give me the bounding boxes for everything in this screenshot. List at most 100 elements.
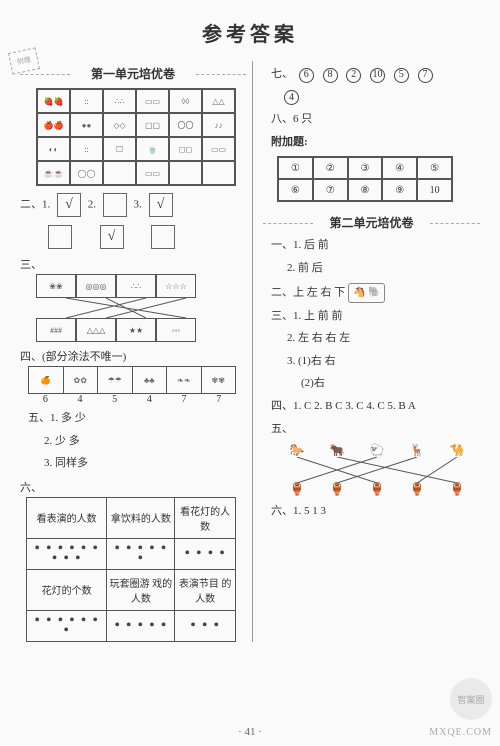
q2-label: 二、1. (20, 199, 50, 211)
match-icon: 🏺 (370, 482, 385, 497)
q4-label: 四、(部分涂法不唯一) (20, 348, 246, 364)
q7-label: 七、 (271, 68, 293, 80)
grid-cell: ◯◯ (70, 161, 103, 185)
watermark-text: MXQE.COM (429, 727, 492, 738)
table-row: 花灯的个数 玩套圈游 戏的人数 表演节目 的人数 (27, 569, 236, 610)
q4-nums: 6 4 5 4 7 7 (28, 394, 236, 405)
td-dots: • • • • • • • (27, 610, 107, 641)
strip-cell: ♣♣ (133, 367, 168, 393)
grid-cell (169, 161, 202, 185)
u2-3-3: 3. (1)右 右 (287, 353, 480, 371)
unit2-title: 第二单元培优卷 (263, 214, 480, 231)
q7-row: 七、 6 8 2 10 5 7 (271, 66, 480, 84)
sg-cell: ❀❀ (36, 274, 76, 298)
sg-cell: ### (36, 318, 76, 342)
th: 拿饮料的人数 (107, 497, 175, 538)
grid-cell: 🍓🍓 (37, 89, 70, 113)
grid-cell: 〇〇 (169, 113, 202, 137)
circle-num: 6 (299, 68, 314, 83)
q2-end: 3. (134, 199, 142, 211)
q6-label: 六、 (20, 479, 246, 495)
th: 看花灯的人数 (175, 497, 236, 538)
fj-cell: 10 (417, 179, 452, 201)
th: 花灯的个数 (27, 569, 107, 610)
u2-5-label: 五、 (271, 421, 480, 439)
tick-box: √ (57, 193, 81, 217)
grid-cell: ☐ (103, 137, 136, 161)
fj-cell: ② (313, 157, 348, 179)
match-icon: 🏺 (450, 482, 465, 497)
strip-cell: ☂☂ (98, 367, 133, 393)
sg-cell: ★★ (116, 318, 156, 342)
sg-cell: △△△ (76, 318, 116, 342)
fujia-grid: ① ② ③ ④ ⑤ ⑥ ⑦ ⑧ ⑨ 10 (277, 156, 453, 202)
match-icon: 🏺 (410, 482, 425, 497)
answer-page: 附赠 参考答案 第一单元培优卷 🍓🍓::∴∴▭▭◊◊△△ 🍎🍎●●◇◇▢▢〇〇♪… (0, 0, 500, 746)
td-dots: • • • (175, 610, 236, 641)
th: 玩套圈游 戏的人数 (107, 569, 175, 610)
q2-mid: 2. (88, 199, 96, 211)
u2-1-2: 2. 前 后 (287, 260, 480, 278)
left-column: 第一单元培优卷 🍓🍓::∴∴▭▭◊◊△△ 🍎🍎●●◇◇▢▢〇〇♪♪ ◐◐::☐🍵… (20, 61, 252, 642)
match-icon: 🐑 (370, 443, 385, 458)
td-dots: • • • • • • • • • (27, 538, 107, 569)
circle-num: 8 (323, 68, 338, 83)
right-column: 七、 6 8 2 10 5 7 4 八、6 只 附加题: ① ② ③ ④ ⑤ (252, 61, 480, 642)
animal-box: 🐴 🐘 (348, 283, 385, 303)
circle-num: 5 (394, 68, 409, 83)
u2-1-1: 一、1. 后 前 (271, 237, 480, 255)
circle-num: 2 (346, 68, 361, 83)
u2-4: 四、1. C 2. B C 3. C 4. C 5. B A (271, 398, 480, 416)
grid-cell: ●● (70, 113, 103, 137)
match-lines (277, 457, 477, 483)
strip-num: 7 (167, 394, 202, 405)
tick-box: √ (149, 193, 173, 217)
q3-grid: ❀❀ ◎◎◎ ∴∴ ☆☆☆ (36, 274, 216, 298)
strip-cell: ✿✿ (64, 367, 99, 393)
grid-cell: ◐◐ (37, 137, 70, 161)
grid-cell: 🍎🍎 (37, 113, 70, 137)
page-number: · 41 · (0, 726, 500, 738)
q4-strip: 🍊 ✿✿ ☂☂ ♣♣ ❧❧ ✾✾ (28, 366, 236, 394)
watermark-badge: 智案圈 (450, 678, 492, 720)
strip-num: 4 (63, 394, 98, 405)
grid-cell: ☕☕ (37, 161, 70, 185)
q1-icon-grid: 🍓🍓::∴∴▭▭◊◊△△ 🍎🍎●●◇◇▢▢〇〇♪♪ ◐◐::☐🍵◻◻▭▭ ☕☕◯… (36, 88, 236, 186)
sg-cell: ◦◦◦ (156, 318, 196, 342)
match-top-row: 🐎 🐂 🐑 🦌 🐪 (277, 443, 477, 458)
fj-cell: ③ (348, 157, 383, 179)
tick-box (151, 225, 175, 249)
grid-cell: ◇◇ (103, 113, 136, 137)
q8: 八、6 只 (271, 111, 480, 129)
td-dots: • • • • • • (107, 538, 175, 569)
grid-cell (103, 161, 136, 185)
fujia-label: 附加题: (271, 134, 480, 152)
fj-cell: ⑦ (313, 179, 348, 201)
u2-3-1: 三、1. 上 前 前 (271, 308, 480, 326)
tick-box (103, 193, 127, 217)
match-bot-row: 🏺 🏺 🏺 🏺 🏺 (277, 482, 477, 497)
grid-cell: ▢▢ (136, 113, 169, 137)
sg-cell: ☆☆☆ (156, 274, 196, 298)
u2-2: 二、上 左 右 下 🐴 🐘 (271, 283, 480, 303)
fj-cell: ⑤ (417, 157, 452, 179)
strip-cell: ✾✾ (202, 367, 236, 393)
u2-3-4: (2)右 (301, 375, 480, 393)
q5-1: 五、1. 多 少 (28, 410, 246, 428)
match-icon: 🐎 (290, 443, 305, 458)
q3-cross-lines (46, 298, 210, 318)
q3-label: 三、 (20, 256, 246, 272)
circle-num: 4 (284, 90, 299, 105)
fj-cell: ④ (382, 157, 417, 179)
strip-num: 5 (97, 394, 132, 405)
table-row: 看表演的人数 拿饮料的人数 看花灯的人数 (27, 497, 236, 538)
fj-cell: ⑥ (278, 179, 313, 201)
match-icon: 🏺 (290, 482, 305, 497)
table-row: • • • • • • • • • • • • • • • • • • • (27, 538, 236, 569)
tick-box (48, 225, 72, 249)
q6-table: 看表演的人数 拿饮料的人数 看花灯的人数 • • • • • • • • • •… (26, 497, 236, 642)
u2-6: 六、1. 5 1 3 (271, 503, 480, 521)
fj-cell: ⑧ (348, 179, 383, 201)
grid-cell: △△ (202, 89, 235, 113)
grid-cell: 🍵 (136, 137, 169, 161)
